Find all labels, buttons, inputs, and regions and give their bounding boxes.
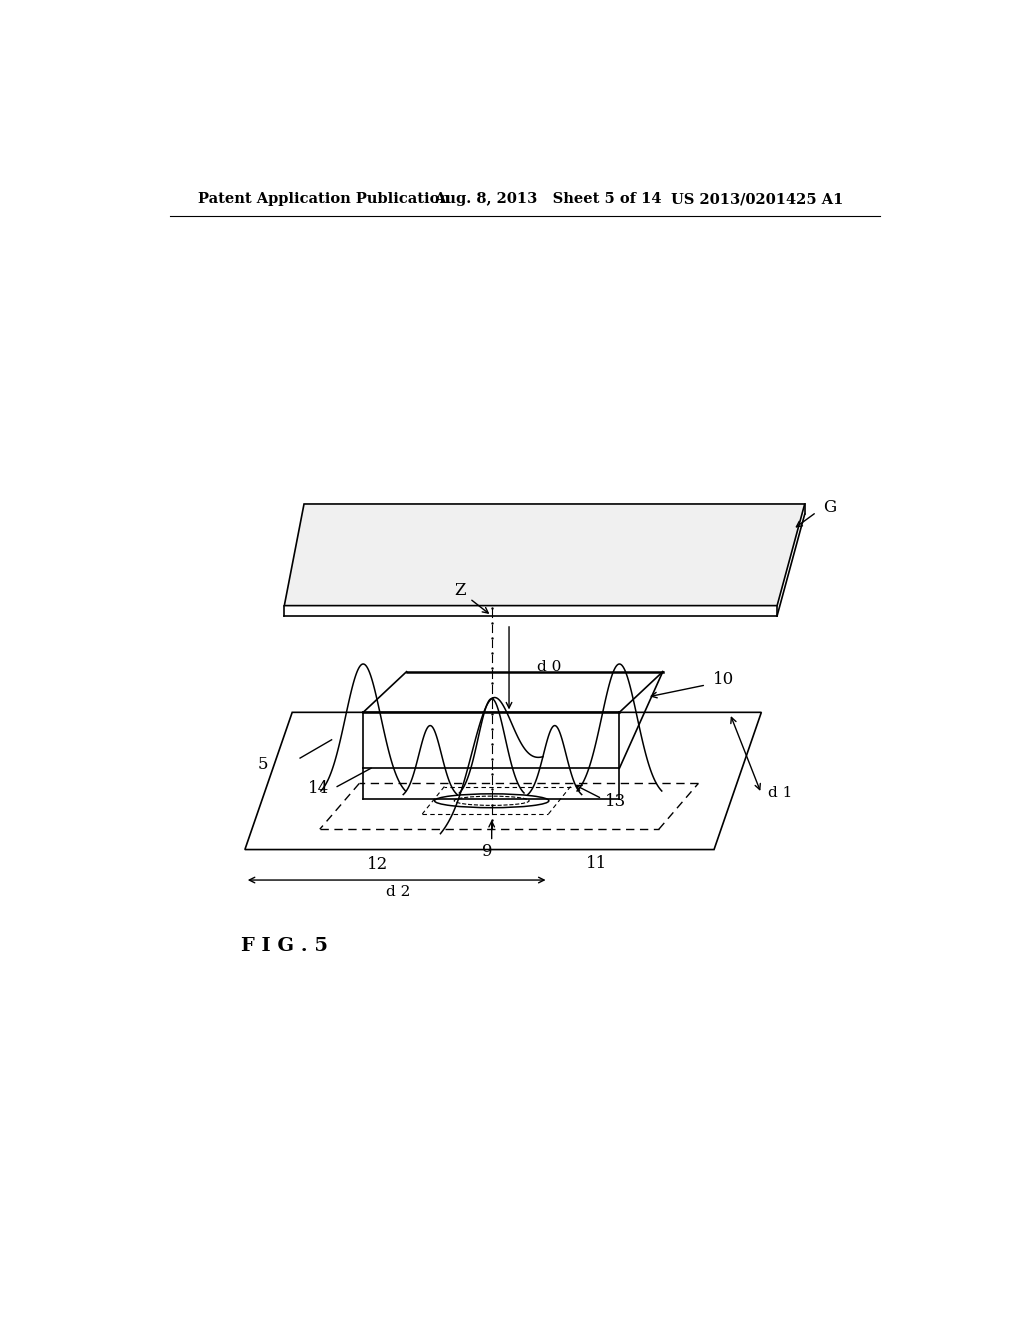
Text: US 2013/0201425 A1: US 2013/0201425 A1 <box>671 191 843 206</box>
Text: 12: 12 <box>367 857 388 874</box>
Text: 10: 10 <box>713 672 734 688</box>
Text: G: G <box>823 499 836 516</box>
Text: Aug. 8, 2013   Sheet 5 of 14: Aug. 8, 2013 Sheet 5 of 14 <box>434 191 662 206</box>
Polygon shape <box>285 504 805 606</box>
Text: 13: 13 <box>605 793 627 810</box>
Text: 14: 14 <box>308 780 330 797</box>
Text: d 2: d 2 <box>386 886 411 899</box>
Polygon shape <box>245 713 762 850</box>
Text: Z: Z <box>455 582 466 599</box>
Text: 9: 9 <box>481 843 493 861</box>
Text: 5: 5 <box>258 755 268 772</box>
Text: 11: 11 <box>587 855 607 873</box>
Text: Patent Application Publication: Patent Application Publication <box>198 191 450 206</box>
Text: d 0: d 0 <box>537 660 561 673</box>
Text: F I G . 5: F I G . 5 <box>241 937 328 956</box>
Text: d 1: d 1 <box>768 785 792 800</box>
